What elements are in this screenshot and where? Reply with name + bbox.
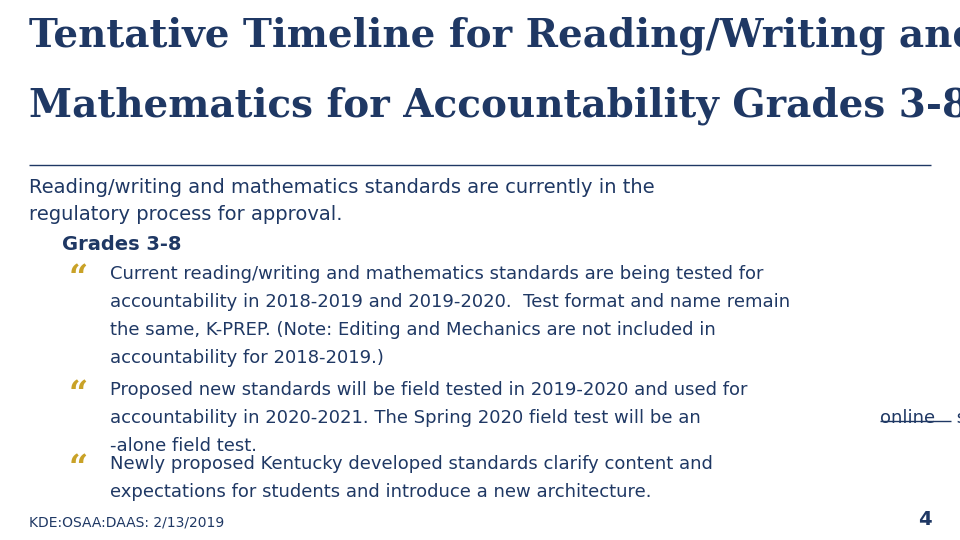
Text: Mathematics for Accountability Grades 3-8: Mathematics for Accountability Grades 3-… xyxy=(29,86,960,125)
Text: Tentative Timeline for Reading/Writing and: Tentative Timeline for Reading/Writing a… xyxy=(29,16,960,55)
Text: accountability in 2020-2021. The Spring 2020 field test will be an: accountability in 2020-2021. The Spring … xyxy=(110,409,707,427)
Text: Grades 3-8: Grades 3-8 xyxy=(62,235,181,254)
Text: regulatory process for approval.: regulatory process for approval. xyxy=(29,205,343,224)
Text: accountability in 2018-2019 and 2019-2020.  Test format and name remain: accountability in 2018-2019 and 2019-202… xyxy=(110,293,790,310)
Text: accountability for 2018-2019.): accountability for 2018-2019.) xyxy=(110,349,384,367)
Text: stand: stand xyxy=(951,409,960,427)
Text: Proposed new standards will be field tested in 2019-2020 and used for: Proposed new standards will be field tes… xyxy=(110,381,748,399)
Text: -alone field test.: -alone field test. xyxy=(110,437,257,455)
Text: online: online xyxy=(880,409,935,427)
Text: expectations for students and introduce a new architecture.: expectations for students and introduce … xyxy=(110,483,652,501)
Text: Newly proposed Kentucky developed standards clarify content and: Newly proposed Kentucky developed standa… xyxy=(110,455,713,472)
Text: “: “ xyxy=(69,262,88,295)
Text: Reading/writing and mathematics standards are currently in the: Reading/writing and mathematics standard… xyxy=(29,178,655,197)
Text: the same, K-PREP. (Note: Editing and Mechanics are not included in: the same, K-PREP. (Note: Editing and Mec… xyxy=(110,321,716,339)
Text: “: “ xyxy=(69,452,88,485)
Text: “: “ xyxy=(69,378,88,411)
Text: 4: 4 xyxy=(918,510,931,529)
Text: KDE:OSAA:DAAS: 2/13/2019: KDE:OSAA:DAAS: 2/13/2019 xyxy=(29,515,224,529)
Text: Current reading/writing and mathematics standards are being tested for: Current reading/writing and mathematics … xyxy=(110,265,764,282)
